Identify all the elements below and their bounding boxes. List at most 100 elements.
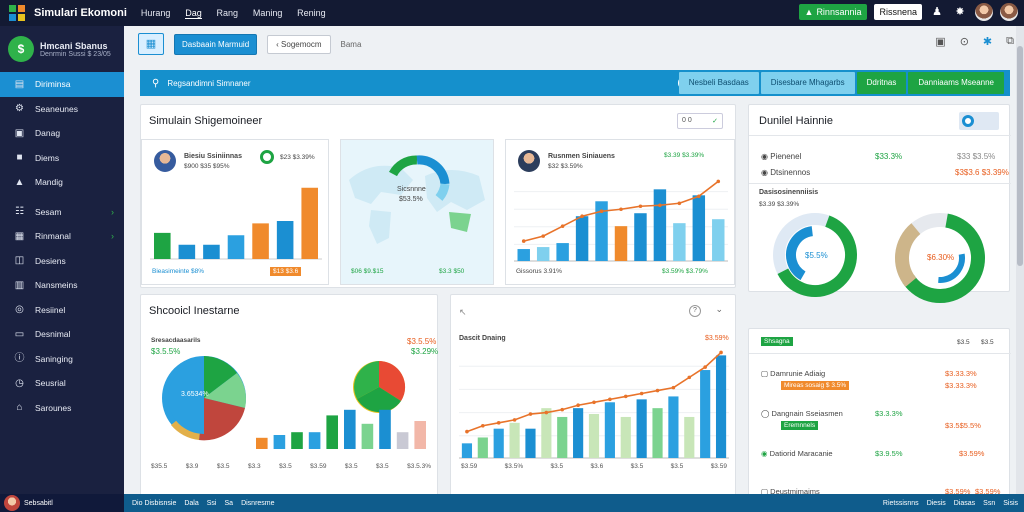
help-icon[interactable]: ? [689, 305, 701, 317]
sidebar-item[interactable]: ▤ Diriminsa [0, 72, 124, 97]
bar [525, 428, 536, 458]
sim-card-value: $3.39 $3.39% [664, 152, 705, 159]
sidebar-item[interactable]: ▥ Nansmeins [0, 273, 124, 298]
bell-icon[interactable]: ♟ [932, 6, 942, 18]
list-item[interactable]: ◯ Dangnain Sseiasmen [761, 409, 843, 418]
sim-card[interactable]: Biesiu Ssiniinnas $900 $35 $95% $23 $3.3… [141, 139, 329, 285]
sidebar-item-label: Resiinel [35, 304, 66, 315]
sidebar-item[interactable]: ⌂ Sarounes [0, 396, 124, 421]
sidebar-item[interactable]: ◫ Desiens [0, 249, 124, 274]
financial-axis-tick: $3.9 [185, 463, 199, 470]
status-item[interactable]: Ssi [206, 499, 217, 507]
toolbar-text[interactable]: Bama [340, 39, 362, 49]
bar [573, 408, 584, 458]
scrollbar[interactable] [1016, 26, 1024, 494]
detail-row-value: $3.39 $3.39% [759, 201, 800, 208]
list-item[interactable]: ◉ Datiorid Maracanie [761, 449, 833, 458]
sidebar-item-label: Diriminsa [35, 79, 71, 90]
detail-row[interactable]: Dasisosinenniisis [759, 189, 819, 196]
sidebar-item[interactable]: ⓘ Saninging [0, 347, 124, 372]
search-text[interactable]: Regsandimni Simnaner [167, 78, 251, 88]
line-point [639, 391, 644, 396]
dashboard-button[interactable]: Dasbaain Marmuid [174, 33, 258, 55]
notification-icon[interactable]: ✸ [955, 6, 965, 18]
sidebar-item[interactable]: ◎ Resiinel [0, 298, 124, 323]
sidebar-item[interactable]: ▭ Desnimal [0, 322, 124, 347]
status-item[interactable]: Sisis [1003, 499, 1018, 507]
avatar [518, 150, 540, 172]
status-item[interactable]: Ssn [983, 499, 996, 507]
list-item[interactable]: ▢ Damrunie Adiaig [761, 369, 826, 378]
filter-button[interactable]: Nesbeli Basdaas [678, 72, 759, 94]
list-item[interactable]: ▢ Deustmimaims [761, 487, 820, 496]
detail-row[interactable]: ◉ Dtsinennos [761, 168, 811, 177]
sidebar-item[interactable]: ◷ Seusrial [0, 371, 124, 396]
status-item[interactable]: Dio Disbisnsie [132, 499, 177, 507]
trend-axis-tick: $3.59 [710, 463, 727, 470]
top-green-button[interactable]: ▲ Rinnsannia [798, 4, 868, 20]
bar [361, 423, 374, 449]
line-point [619, 207, 623, 212]
list-top-value: $3.5 [981, 339, 994, 346]
profile-name: Hmcani Sbanus [40, 40, 108, 51]
filter-button[interactable]: Danniaams Mseanne [908, 72, 1004, 94]
scrollbar-thumb[interactable] [1017, 46, 1023, 266]
nav-item[interactable]: Hurang [140, 7, 171, 18]
filter-button[interactable]: Disesbare Mhagarbs [760, 72, 855, 94]
expand-icon[interactable]: ⧉ [1006, 35, 1014, 47]
map-footer-right: $3.3 $50 [439, 268, 465, 275]
sim-card-sub: $32 $3.59% [548, 163, 583, 170]
detail-row[interactable]: ◉ Pienenel [761, 152, 802, 161]
sidebar-item[interactable]: ▣ Danag [0, 121, 124, 146]
help-icon[interactable]: ⊙ [959, 36, 969, 48]
status-item[interactable]: Sa [224, 499, 234, 507]
sidebar-item[interactable]: ⚙ Seaneunes [0, 97, 124, 122]
map-card[interactable]: Sicsnnne $53.5% $06 $9.$15 $3.3 $50 [340, 139, 494, 285]
secondary-button[interactable]: ‹ Sogemocm [267, 34, 331, 54]
settings-icon[interactable]: ✱ [982, 36, 993, 48]
detail-toggle[interactable] [959, 112, 999, 130]
financial-axis-tick: $3.59 [310, 463, 327, 470]
nav-item[interactable]: Rening [297, 7, 326, 18]
nav-item[interactable]: Dag [185, 7, 202, 19]
sidebar-item[interactable]: ▦ Rinmanal › [0, 224, 124, 249]
back-icon[interactable]: ↖ [459, 307, 467, 317]
bar [203, 244, 220, 259]
sidebar-item[interactable]: ▲ Mandig [0, 170, 124, 195]
status-user: Sebsabitl [24, 499, 53, 507]
sidebar-item[interactable]: ■ Diems [0, 146, 124, 171]
trend-axis-tick: $3.5 [670, 463, 684, 470]
nav-item[interactable]: Rang [216, 7, 239, 18]
list-item-title: Deustmimaims [770, 487, 820, 496]
app-logo-icon [9, 5, 25, 21]
financial-panel-title: Shcooicl Inestarne [149, 305, 240, 317]
sim-card[interactable]: Rusnmen Siniauens $32 $3.59% $3.39 $3.39… [505, 139, 735, 285]
avatar[interactable] [1000, 3, 1018, 21]
status-item[interactable]: Diasas [953, 499, 976, 507]
warning-icon: ▲ [14, 176, 25, 188]
financial-axis-tick: $3.5 [279, 463, 292, 470]
sidebar-item-label: Seaneunes [35, 103, 79, 114]
bar-chart-small [256, 409, 426, 449]
line-point [638, 204, 643, 209]
panel-toggle[interactable]: 0 0 ✓ [677, 113, 723, 129]
chevron-down-icon[interactable]: ⌄ [715, 304, 723, 314]
avatar[interactable] [975, 3, 993, 21]
status-item[interactable]: Disnresme [241, 499, 275, 507]
status-item[interactable]: Rietssisnns [882, 499, 919, 507]
avatar[interactable] [4, 495, 20, 511]
line-point [528, 412, 533, 416]
bar [614, 226, 628, 261]
bar [326, 415, 338, 449]
sidebar-item-label: Sarounes [35, 402, 72, 413]
filter-button[interactable]: Ddritnas [856, 72, 907, 94]
status-item[interactable]: Diesis [926, 499, 946, 507]
sidebar-profile[interactable]: $ Hmcani Sbanus Denrmin Sussi $ 23/05 [0, 26, 124, 72]
sidebar-item[interactable]: ☷ Sesam › [0, 200, 124, 225]
calendar-icon[interactable]: ▣ [935, 36, 946, 48]
status-item[interactable]: Dala [184, 499, 199, 507]
layout-icon[interactable]: ▦ [138, 33, 164, 55]
bar [536, 247, 550, 261]
nav-item[interactable]: Maning [252, 7, 283, 18]
top-outline-button[interactable]: Rissnena [874, 4, 922, 20]
